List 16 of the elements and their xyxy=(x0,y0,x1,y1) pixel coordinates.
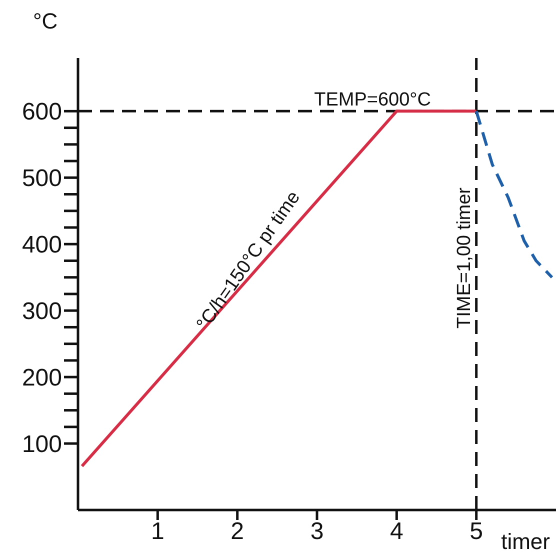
x-tick-label: 1 xyxy=(150,518,164,546)
x-tick-label: 5 xyxy=(470,518,484,546)
y-tick-label: 300 xyxy=(22,298,62,326)
x-tick-label: 4 xyxy=(390,518,404,546)
y-tick-label: 200 xyxy=(22,364,62,392)
x-tick-label: 3 xyxy=(310,518,324,546)
ref-line-label: TEMP=600°C xyxy=(314,90,431,111)
y-axis-title: °C xyxy=(33,8,58,34)
annotation: TIME=1,00 timer xyxy=(454,186,475,328)
x-tick-label: 2 xyxy=(230,518,244,546)
x-axis-title: timer xyxy=(501,529,550,554)
line-series xyxy=(474,110,554,279)
y-tick-label: 400 xyxy=(22,232,62,259)
y-tick-label: 100 xyxy=(22,431,62,458)
y-tick-label: 600 xyxy=(22,98,62,126)
y-tick-label: 500 xyxy=(22,165,62,192)
